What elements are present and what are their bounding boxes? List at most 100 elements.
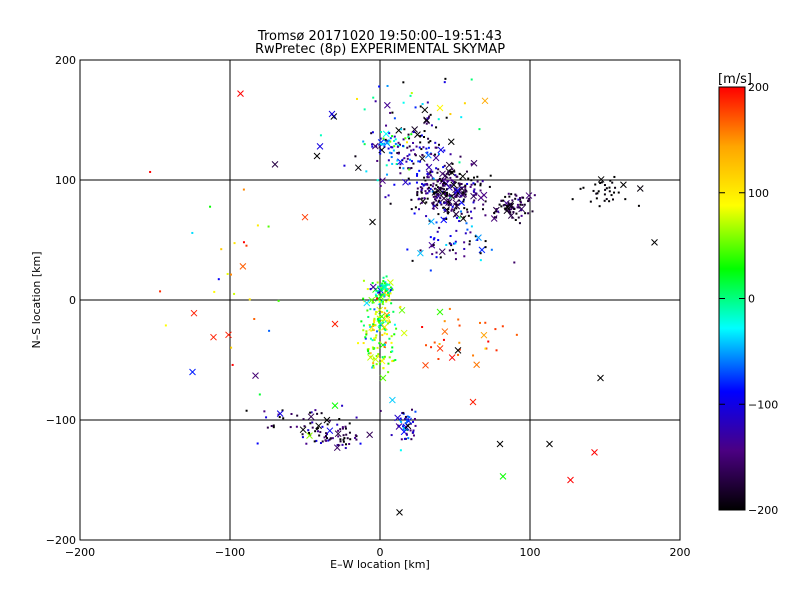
data-cross-marker	[354, 164, 362, 172]
data-point	[527, 200, 530, 203]
data-point	[502, 204, 505, 207]
data-point	[383, 293, 386, 296]
data-point	[451, 162, 454, 165]
data-cross-marker	[381, 323, 388, 331]
data-point	[355, 438, 358, 441]
data-point	[342, 434, 345, 437]
data-point	[191, 231, 194, 234]
data-point	[315, 439, 318, 442]
data-point	[603, 199, 606, 202]
x-tick-label: −200	[65, 546, 95, 559]
data-point	[524, 212, 527, 215]
data-point	[444, 201, 447, 204]
data-point	[402, 411, 405, 414]
data-point	[396, 159, 399, 162]
data-point	[416, 172, 419, 175]
data-cross-marker	[421, 106, 429, 114]
data-cross-marker	[363, 299, 371, 307]
data-cross-marker	[414, 131, 421, 138]
data-point	[431, 185, 434, 188]
data-point	[313, 440, 316, 443]
data-point	[396, 145, 399, 148]
data-point	[403, 128, 406, 131]
data-point	[484, 347, 487, 350]
data-cross-marker	[423, 117, 430, 125]
data-point	[444, 183, 447, 186]
data-point	[307, 429, 310, 432]
data-point	[272, 424, 275, 427]
data-point	[383, 145, 386, 148]
data-cross-marker	[473, 361, 481, 369]
data-point	[513, 261, 516, 264]
data-point	[295, 425, 298, 428]
colorbar-tick-label: 200	[748, 81, 769, 94]
data-point	[390, 156, 393, 159]
data-point	[277, 299, 280, 302]
data-point	[420, 191, 423, 194]
data-point	[419, 134, 422, 137]
data-point	[463, 247, 466, 250]
data-point	[509, 211, 512, 214]
data-point	[329, 437, 332, 440]
data-point	[451, 248, 454, 251]
chart-subtitle: RwPretec (8p) EXPERIMENTAL SKYMAP	[255, 42, 505, 57]
data-point	[455, 216, 458, 219]
data-point	[407, 418, 410, 421]
data-point	[367, 352, 370, 355]
data-point	[511, 216, 514, 219]
data-point	[462, 198, 465, 201]
data-point	[418, 169, 421, 172]
data-point	[407, 133, 410, 136]
data-point	[362, 140, 365, 143]
data-cross-marker	[496, 440, 504, 448]
data-point	[449, 113, 452, 116]
data-cross-marker	[316, 143, 324, 150]
data-point	[517, 198, 520, 201]
data-point	[447, 212, 450, 215]
data-point	[442, 182, 445, 185]
data-point	[355, 416, 358, 419]
data-point	[421, 326, 424, 329]
data-point	[490, 248, 493, 251]
data-point	[426, 163, 429, 166]
data-point	[435, 256, 438, 259]
data-point	[407, 437, 410, 440]
data-point	[463, 255, 466, 258]
data-point	[422, 184, 425, 187]
data-point	[354, 155, 357, 158]
data-point	[451, 168, 454, 171]
data-point	[454, 240, 457, 243]
data-point	[510, 193, 513, 196]
data-points	[149, 77, 658, 516]
data-cross-marker	[418, 155, 426, 162]
data-cross-marker	[397, 158, 404, 166]
data-point	[248, 298, 251, 301]
data-point	[439, 188, 442, 191]
data-point	[375, 294, 378, 297]
data-point	[290, 412, 293, 415]
data-point	[310, 411, 313, 414]
data-point	[435, 167, 438, 170]
data-point	[432, 203, 435, 206]
data-point	[402, 167, 405, 170]
data-point	[443, 149, 446, 152]
data-point	[360, 320, 363, 323]
data-point	[421, 197, 424, 200]
data-point	[416, 187, 419, 190]
data-point	[437, 193, 440, 196]
data-point	[450, 179, 453, 182]
data-point	[372, 325, 375, 328]
data-point	[348, 431, 351, 434]
data-cross-marker	[331, 320, 339, 328]
data-cross-marker	[306, 432, 313, 439]
data-point	[605, 187, 608, 190]
data-point	[510, 208, 513, 211]
data-point	[399, 417, 402, 420]
data-point	[476, 238, 479, 241]
data-point	[321, 440, 324, 443]
data-point	[372, 323, 375, 326]
data-point	[467, 177, 470, 180]
data-point	[324, 435, 327, 438]
data-cross-marker	[470, 159, 478, 167]
data-cross-marker	[328, 110, 336, 118]
